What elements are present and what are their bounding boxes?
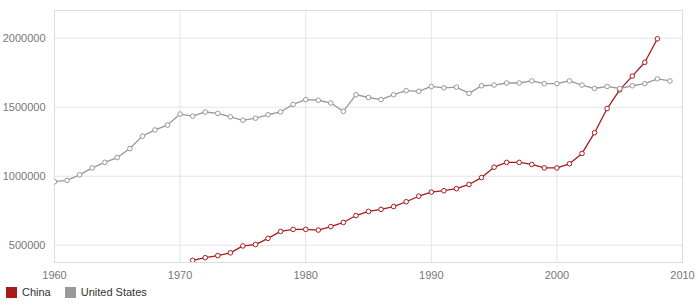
svg-text:2010: 2010 (670, 269, 694, 281)
svg-text:2000: 2000 (545, 269, 569, 281)
svg-text:2000000: 2000000 (3, 32, 46, 44)
html-text:United States: United States (80, 286, 147, 298)
svg-text:1980: 1980 (293, 269, 317, 281)
svg-text:1990: 1990 (419, 269, 443, 281)
svg-text:500000: 500000 (9, 239, 46, 251)
html-text:China: China (22, 286, 51, 298)
svg-text:1500000: 1500000 (3, 101, 46, 113)
svg-text:1970: 1970 (168, 269, 192, 281)
svg-text:1960: 1960 (42, 269, 66, 281)
svg-text:1000000: 1000000 (3, 170, 46, 182)
